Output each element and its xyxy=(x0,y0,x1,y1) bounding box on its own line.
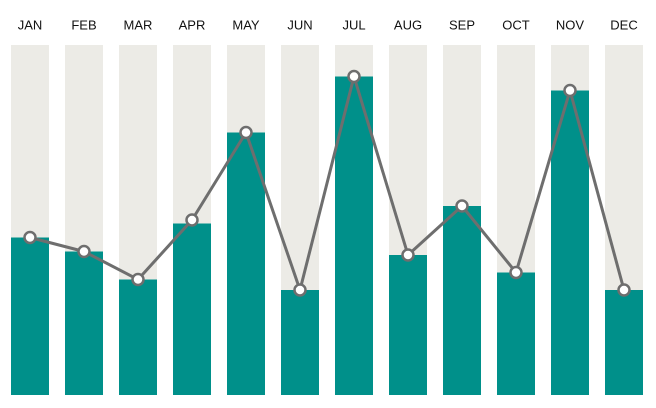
point xyxy=(23,230,37,245)
x-tick-label: AUG xyxy=(394,17,422,32)
point xyxy=(131,272,145,287)
point xyxy=(509,265,523,280)
point xyxy=(401,248,415,262)
x-tick-label: JUL xyxy=(342,17,365,32)
bar xyxy=(389,255,427,395)
point xyxy=(293,283,307,297)
x-tick-label: APR xyxy=(179,17,206,32)
point xyxy=(77,244,91,259)
x-tick-label: JUN xyxy=(287,17,312,32)
bar xyxy=(65,251,103,395)
point xyxy=(455,199,469,213)
point xyxy=(347,69,361,84)
bar xyxy=(605,290,643,395)
bar xyxy=(11,237,49,395)
x-tick-label: MAR xyxy=(124,17,153,32)
x-tick-label: SEP xyxy=(449,17,475,32)
x-tick-label: FEB xyxy=(71,17,96,32)
bar xyxy=(119,279,157,395)
line xyxy=(29,75,626,292)
x-tick-label: DEC xyxy=(610,17,637,32)
bar xyxy=(281,290,319,395)
point xyxy=(185,213,199,227)
bar xyxy=(443,206,481,395)
bar xyxy=(497,272,535,395)
point xyxy=(563,83,577,98)
x-tick-label: MAY xyxy=(232,17,260,32)
x-tick-label: JAN xyxy=(18,17,43,32)
x-tick-label: NOV xyxy=(556,17,585,32)
point xyxy=(239,125,253,140)
x-tick-label: OCT xyxy=(502,17,530,32)
bar xyxy=(173,223,211,395)
point xyxy=(617,283,631,297)
bar xyxy=(227,132,265,395)
